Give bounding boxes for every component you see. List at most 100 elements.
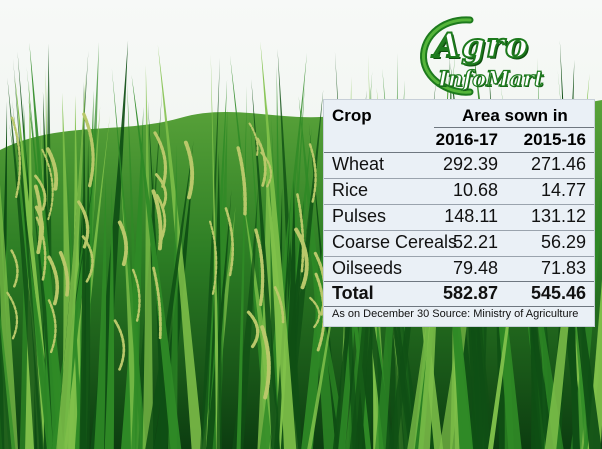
total-label: Total [332,283,374,303]
rice-grain-cluster [153,131,168,188]
rice-grain-cluster [77,200,90,249]
logo-text-agro: Agro [433,25,529,67]
rice-grain-cluster [151,189,163,253]
table-row-total: Total 582.87 545.46 [324,282,594,307]
table-row: Coarse Cereals 52.21 56.29 [324,231,594,256]
grass-blade [260,41,297,449]
grass-blade [375,80,405,449]
rice-grain-cluster [131,268,141,322]
rice-grain-cluster [152,266,162,340]
grass-blade [216,181,222,449]
value-2015-16: 131.12 [530,206,586,226]
logo-text-infomart: InfoMart [437,65,544,91]
rice-grain-cluster [209,220,218,297]
grass-blade [232,188,258,449]
rice-grain-cluster [45,147,59,191]
grass-blade [280,179,296,449]
rice-grain-cluster [10,116,22,199]
rice-grain-cluster [35,216,47,283]
rice-grain-cluster [113,319,126,371]
row-divider [324,152,594,153]
grass-blade [9,124,57,449]
value-2016-17: 52.21 [452,232,498,252]
header-crop: Crop [332,106,372,125]
grass-blade [236,86,247,449]
rice-grain-cluster [224,207,234,277]
total-2016-17: 582.87 [442,283,498,303]
grass-blade [142,65,154,449]
logo-swoosh [420,16,474,96]
grass-blade [251,79,281,449]
crop-name: Coarse Cereals [332,232,458,252]
header-area-sown: Area sown in [462,106,568,125]
row-divider [324,306,594,307]
table-row: Rice 10.68 14.77 [324,179,594,204]
grass-blade [206,108,228,449]
rice-grain-cluster [41,148,54,221]
grass-blade [469,87,491,449]
rice-grain-cluster [260,325,271,400]
rice-grain-cluster [154,173,168,210]
grass-blade [94,175,107,449]
crop-name: Rice [332,180,369,200]
row-divider [324,230,594,231]
value-2016-17: 10.68 [452,180,498,200]
grass-blade [587,281,602,449]
value-2015-16: 56.29 [540,232,586,252]
row-divider [324,178,594,179]
row-divider [324,256,594,257]
grass-blade [127,81,142,449]
value-2015-16: 71.83 [540,258,586,278]
value-2016-17: 148.11 [444,206,498,226]
table-row: Wheat 292.39 271.46 [324,153,594,178]
grass-blade [301,110,335,449]
grass-blade [167,145,178,449]
rice-grain-cluster [6,291,19,340]
source-footnote: As on December 30 Source: Ministry of Ag… [332,308,579,320]
table-row: Oilseeds 79.48 71.83 [324,257,594,282]
rice-grain-cluster [82,112,95,188]
rice-grain-cluster [47,299,57,354]
value-2015-16: 271.46 [530,154,586,174]
header-divider [434,127,594,128]
agro-infomart-logo: Agro InfoMart [416,14,592,98]
row-divider [324,204,594,205]
rice-grain-cluster [236,146,247,216]
row-divider [324,281,594,282]
grass-blade [0,311,16,449]
value-2016-17: 292.39 [442,154,498,174]
rice-grains [6,112,327,400]
grass-blade [80,138,91,449]
rice-grain-cluster [183,140,195,200]
crop-name: Oilseeds [332,258,403,278]
grass-blade [298,96,336,449]
value-2016-17: 79.48 [452,258,498,278]
header-year-2016-17: 2016-17 [435,130,498,149]
grass-blade [13,58,44,449]
rice-grain-cluster [296,193,305,273]
rice-grain-cluster [117,220,129,268]
grass-blade [104,185,115,449]
crop-name: Pulses [332,206,387,226]
grass-blade [0,327,12,449]
crop-name: Wheat [332,154,385,174]
rice-grain-cluster [308,143,317,205]
grass-blade [29,42,65,449]
grass-blade [131,74,182,449]
total-2015-16: 545.46 [530,283,586,303]
header-year-2015-16: 2015-16 [523,130,586,149]
grass-blade [79,81,87,449]
rice-grain-cluster [47,255,60,307]
rice-grain-cluster [273,286,285,324]
rice-grain-cluster [256,137,267,188]
rice-grain-cluster [155,194,167,245]
rice-grain-cluster [309,296,321,330]
table-row: Pulses 148.11 131.12 [324,205,594,230]
grass-blade [56,74,86,449]
rice-grain-cluster [34,174,47,211]
rice-grain-cluster [254,228,265,307]
rice-grain-cluster [10,249,19,288]
rice-grain-cluster [58,250,70,298]
rice-grain-cluster [246,310,260,349]
area-sown-table: Crop Area sown in 2016-17 2015-16 Wheat … [323,99,595,327]
